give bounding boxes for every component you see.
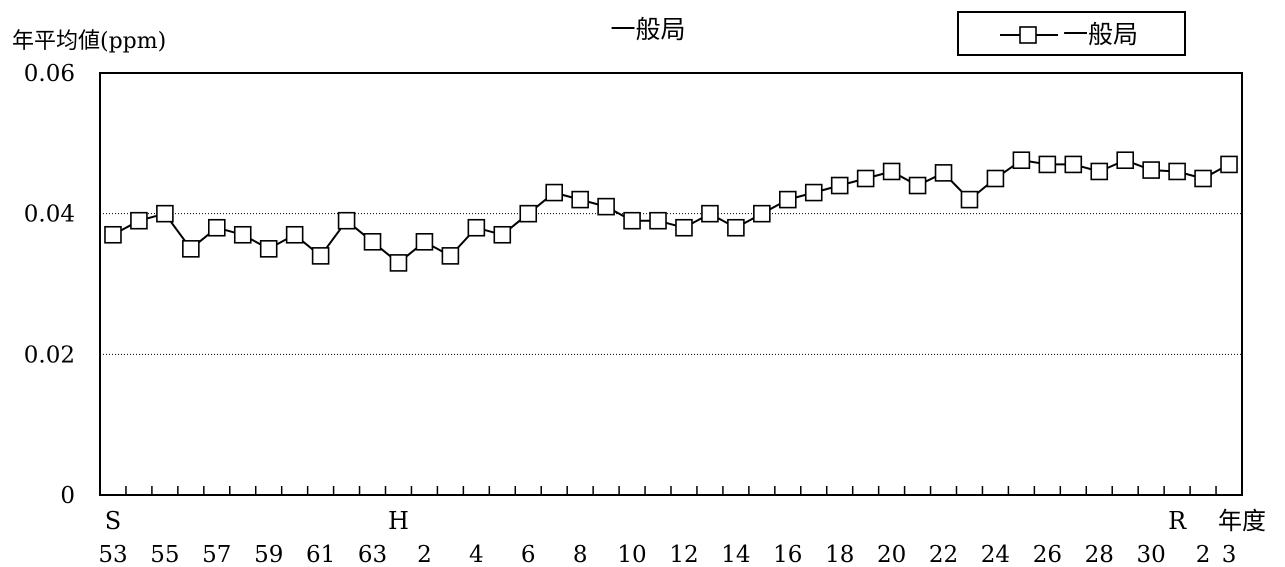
- x-tick-label: 8: [573, 542, 588, 567]
- data-point-marker: [311, 247, 330, 265]
- data-point-marker: [156, 204, 174, 223]
- data-point-marker: [104, 225, 122, 244]
- y-axis-title: 年平均値(ppm): [12, 29, 166, 54]
- chart-title: 一般局: [610, 15, 685, 44]
- data-point-marker: [727, 218, 745, 237]
- x-tick-label: 57: [202, 542, 231, 567]
- data-point-marker: [259, 240, 278, 258]
- legend-box: [957, 11, 1186, 56]
- data-point-marker: [467, 218, 486, 237]
- y-tick-label: 0: [60, 483, 75, 509]
- data-point-marker: [337, 211, 356, 230]
- data-point-marker: [960, 190, 979, 209]
- data-point-marker: [649, 211, 667, 230]
- x-tick-label: 16: [773, 542, 802, 567]
- plot-frame: [99, 72, 1243, 496]
- data-point-marker: [675, 218, 693, 237]
- data-point-marker: [1116, 151, 1135, 170]
- x-tick-label: 2: [1196, 542, 1211, 567]
- data-point-marker: [441, 247, 460, 265]
- legend: 一般局: [957, 11, 1186, 56]
- x-tick-label: 59: [254, 542, 283, 567]
- data-point-marker: [1038, 155, 1057, 174]
- x-tick-label: 61: [306, 542, 335, 567]
- data-point-marker: [804, 183, 823, 202]
- legend-label: 一般局: [1063, 20, 1138, 49]
- data-point-marker: [1090, 162, 1109, 181]
- data-point-marker: [233, 225, 252, 244]
- y-tick-label: 0.06: [24, 61, 75, 87]
- data-point-marker: [571, 190, 589, 209]
- y-tick-label: 0.02: [24, 342, 75, 368]
- data-point-marker: [908, 176, 927, 195]
- x-tick-label: 28: [1085, 542, 1114, 567]
- data-point-marker: [1064, 155, 1083, 174]
- x-tick-label: 18: [825, 542, 854, 567]
- era-label: S: [105, 507, 121, 535]
- x-tick-label: 14: [721, 542, 750, 567]
- x-tick-label: 30: [1137, 542, 1166, 567]
- x-tick-label: 10: [617, 542, 646, 567]
- x-tick-label: 6: [521, 542, 536, 567]
- data-point-marker: [182, 240, 200, 258]
- y-tick-label: 0.04: [24, 202, 75, 228]
- legend-marker-sample: [1019, 26, 1037, 44]
- data-point-marker: [363, 233, 382, 251]
- data-point-marker: [701, 204, 719, 223]
- data-point-marker: [415, 233, 434, 251]
- data-point-marker: [597, 197, 615, 216]
- data-point-marker: [623, 211, 641, 230]
- data-point-marker: [285, 225, 304, 244]
- x-tick-label: 22: [929, 542, 958, 567]
- data-point-marker: [753, 204, 771, 223]
- data-point-marker: [934, 164, 953, 182]
- x-tick-label: 63: [358, 542, 387, 567]
- x-tick-label: 53: [98, 542, 127, 567]
- data-point-marker: [1220, 155, 1238, 174]
- x-tick-label: 24: [981, 542, 1010, 567]
- data-point-marker: [856, 169, 875, 188]
- x-tick-label: 55: [150, 542, 179, 567]
- data-point-marker: [1142, 161, 1160, 179]
- data-point-marker: [1194, 169, 1212, 188]
- x-tick-label: 2: [417, 542, 432, 567]
- data-point-marker: [519, 204, 538, 223]
- era-label: H: [388, 507, 409, 535]
- x-tick-label: 20: [877, 542, 906, 567]
- data-point-marker: [389, 254, 408, 272]
- era-label: R: [1168, 507, 1187, 535]
- data-point-marker: [830, 176, 849, 195]
- x-tick-label: 3: [1222, 542, 1237, 567]
- plot-area: 00.020.040.06S H R53 55 57 59 61 63 2 4 6 8 10 12 14 16…: [24, 61, 1243, 567]
- series-line: [112, 159, 1230, 265]
- x-axis-title: 年度: [1218, 507, 1266, 535]
- x-tick-label: 26: [1033, 542, 1062, 567]
- x-tick-label: 4: [469, 542, 484, 567]
- data-point-marker: [493, 225, 512, 244]
- data-point-marker: [207, 218, 226, 237]
- data-point-marker: [1012, 151, 1031, 170]
- x-tick-label: 12: [669, 542, 698, 567]
- data-point-marker: [1168, 162, 1186, 181]
- data-point-marker: [545, 183, 564, 202]
- data-point-marker: [986, 169, 1005, 188]
- data-point-marker: [882, 162, 901, 181]
- data-point-marker: [130, 211, 148, 230]
- data-point-marker: [778, 190, 797, 209]
